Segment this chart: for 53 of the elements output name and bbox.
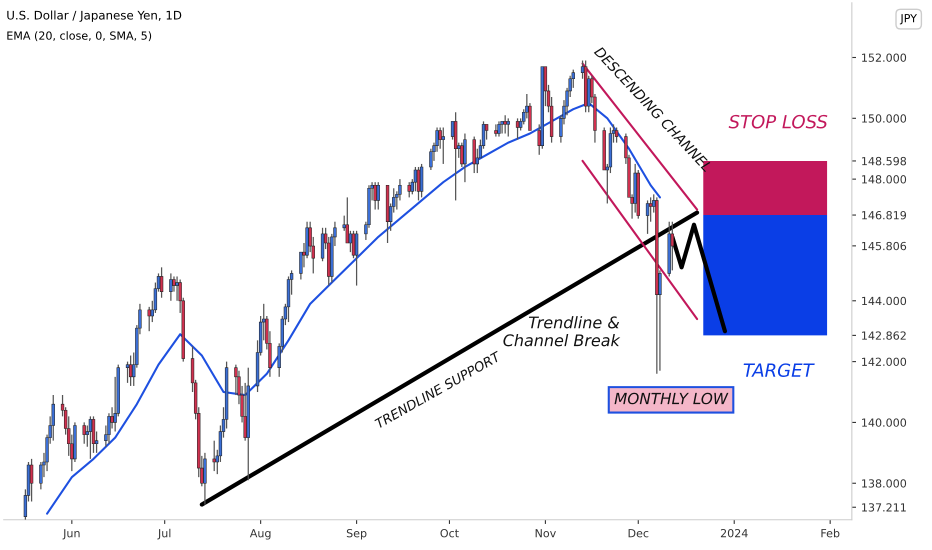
y-tick-label: 145.806 [862, 242, 906, 250]
y-tick-label: 140.000 [862, 418, 906, 427]
candlestick [648, 196, 652, 222]
y-axis-title: JPY [900, 14, 917, 24]
y-tick-label: 142.862 [862, 331, 906, 340]
x-tick-label: Aug [250, 529, 270, 540]
candlestick [212, 440, 216, 472]
candlestick [442, 126, 445, 165]
x-tick-label: Oct [440, 528, 459, 538]
x-tick-label: Feb [821, 528, 840, 538]
candlestick [52, 394, 55, 442]
y-tick-label: 152.000 [862, 53, 906, 62]
candlestick [30, 458, 34, 502]
annotation: TARGET [744, 363, 815, 377]
candlestick [646, 200, 650, 235]
x-tick-label: Jun [62, 529, 80, 540]
candlestick [506, 118, 510, 138]
candlestick [376, 182, 380, 210]
candlestick [352, 230, 356, 259]
x-tick-label: Nov [536, 529, 556, 538]
candlestick [408, 182, 411, 198]
x-tick-label: 2024 [720, 528, 748, 538]
line-series [670, 222, 728, 334]
candlestick [88, 416, 92, 460]
text: U.S. Dollar / Japanese Yen, 1D [7, 10, 182, 22]
candlestick [497, 120, 501, 138]
candlestick [416, 166, 420, 202]
x-tick-label: Dec [628, 529, 648, 538]
y-tick-label: 142.000 [862, 358, 906, 366]
candlestick [354, 230, 358, 286]
candlestick [494, 124, 498, 138]
x-tick-label: Sep [346, 528, 366, 540]
candlestick [460, 142, 464, 168]
candlestick [175, 276, 179, 302]
candlestick [414, 166, 418, 192]
annotation: Trendline & Channel Break [503, 316, 620, 346]
candlestick [169, 272, 173, 302]
candlestick [373, 182, 377, 210]
y-tick-label: 148.000 [862, 175, 906, 184]
y-tick-label: 150.000 [862, 114, 906, 123]
x-tick-label: Jul [157, 528, 170, 540]
y-tick-label: 144.000 [862, 296, 906, 306]
candlestick [614, 126, 618, 144]
y-tick-label: 137.211 [862, 503, 906, 512]
candlestick [82, 422, 86, 444]
candlestick [160, 266, 164, 298]
text: EMA (20, close, 0, SMA, 5) [7, 31, 152, 42]
candlestick [516, 118, 520, 140]
y-tick-label: 138.000 [862, 479, 906, 488]
annotation: MONTHLY LOW [614, 392, 728, 404]
annotation: STOP LOSS [728, 114, 828, 128]
y-tick-label: 146.819 [862, 211, 906, 220]
y-tick-label: 148.598 [862, 156, 906, 166]
